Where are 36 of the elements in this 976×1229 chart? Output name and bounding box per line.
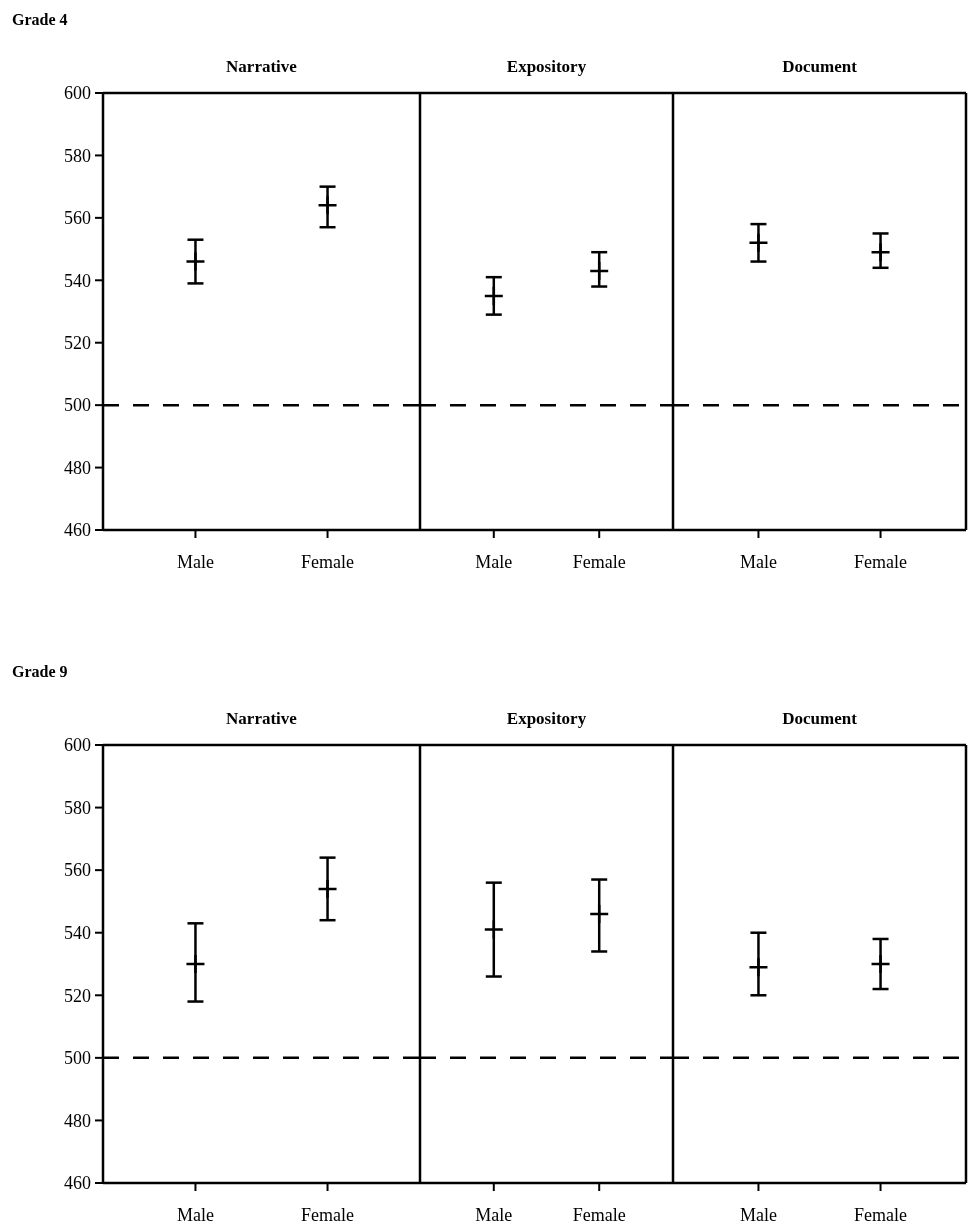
x-tick-label: Male — [739, 552, 777, 573]
y-tick-label: 600 — [64, 83, 91, 104]
x-tick-label: Female — [572, 552, 626, 573]
chart-title: Expository — [506, 709, 587, 728]
y-tick-label: 480 — [64, 457, 91, 478]
text: Grade 9 — [12, 663, 68, 680]
x-tick-label: Male — [176, 1205, 214, 1226]
x-tick-label: Female — [301, 552, 355, 573]
x-tick-label: Male — [176, 552, 214, 573]
y-tick-label: 540 — [64, 270, 91, 291]
chart-title: Narrative — [226, 709, 298, 728]
y-tick-label: 580 — [64, 797, 91, 818]
y-tick-label: 520 — [64, 333, 91, 354]
y-tick-label: 500 — [64, 1048, 91, 1069]
x-tick-label: Female — [572, 1205, 626, 1226]
chart-title: Expository — [506, 57, 587, 76]
y-tick-label: 460 — [64, 1173, 91, 1194]
text: Grade 4 — [12, 11, 68, 28]
y-tick-label: 540 — [64, 923, 91, 944]
y-tick-label: 560 — [64, 860, 91, 881]
y-tick-label: 560 — [64, 208, 91, 229]
y-tick-label: 480 — [64, 1110, 91, 1131]
chart-title: Document — [782, 57, 858, 76]
y-tick-label: 520 — [64, 985, 91, 1006]
y-tick-label: 500 — [64, 395, 91, 416]
x-tick-label: Male — [739, 1205, 777, 1226]
chart-title: Document — [782, 709, 858, 728]
x-tick-label: Female — [854, 552, 908, 573]
x-tick-label: Male — [475, 552, 513, 573]
chart-title: Narrative — [226, 57, 298, 76]
y-tick-label: 600 — [64, 735, 91, 756]
x-tick-label: Female — [854, 1205, 908, 1226]
y-tick-label: 580 — [64, 145, 91, 166]
x-tick-label: Male — [475, 1205, 513, 1226]
x-tick-label: Female — [301, 1205, 355, 1226]
y-tick-label: 460 — [64, 520, 91, 541]
